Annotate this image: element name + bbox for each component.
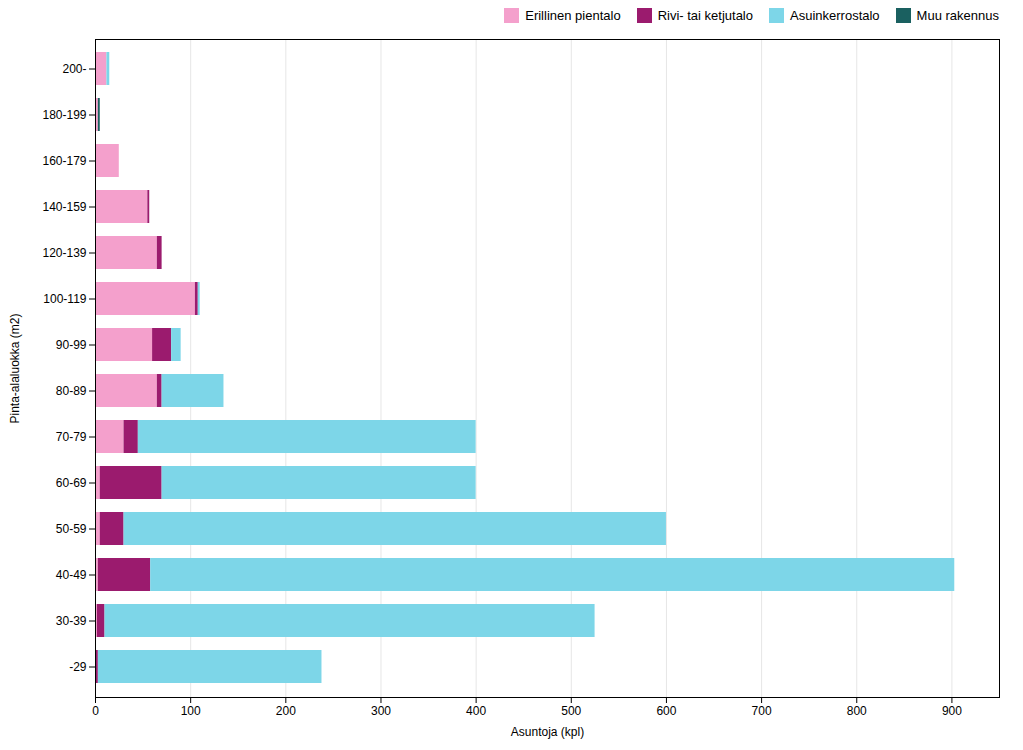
svg-text:500: 500: [561, 704, 581, 718]
svg-text:400: 400: [466, 704, 486, 718]
svg-text:90-99: 90-99: [56, 338, 87, 352]
svg-text:80-89: 80-89: [56, 384, 87, 398]
svg-text:180-199: 180-199: [42, 108, 86, 122]
svg-text:-29: -29: [69, 660, 87, 674]
svg-text:300: 300: [371, 704, 391, 718]
html-text:Muu rakennus: Muu rakennus: [916, 8, 999, 23]
svg-text:70-79: 70-79: [56, 430, 87, 444]
svg-text:Pinta-alaluokka (m2): Pinta-alaluokka (m2): [8, 313, 22, 423]
svg-text:200-: 200-: [62, 62, 86, 76]
svg-text:120-139: 120-139: [42, 246, 86, 260]
svg-text:100: 100: [181, 704, 201, 718]
html-text:Rivi- tai ketjutalo: Rivi- tai ketjutalo: [657, 8, 753, 23]
svg-text:100-119: 100-119: [43, 292, 86, 306]
svg-text:200: 200: [276, 704, 296, 718]
svg-text:60-69: 60-69: [56, 476, 87, 490]
svg-text:0: 0: [92, 704, 99, 718]
html-text:Asuinkerrostalo: Asuinkerrostalo: [790, 8, 880, 23]
svg-text:700: 700: [752, 704, 772, 718]
svg-text:Asuntoja (kpl): Asuntoja (kpl): [511, 725, 584, 739]
svg-text:50-59: 50-59: [56, 522, 87, 536]
svg-text:160-179: 160-179: [42, 154, 86, 168]
svg-text:900: 900: [942, 704, 962, 718]
svg-text:600: 600: [656, 704, 676, 718]
svg-text:30-39: 30-39: [56, 614, 87, 628]
svg-text:140-159: 140-159: [42, 200, 86, 214]
html-text:Erillinen pientalo: Erillinen pientalo: [525, 8, 621, 23]
svg-text:40-49: 40-49: [56, 568, 87, 582]
svg-text:800: 800: [847, 704, 867, 718]
